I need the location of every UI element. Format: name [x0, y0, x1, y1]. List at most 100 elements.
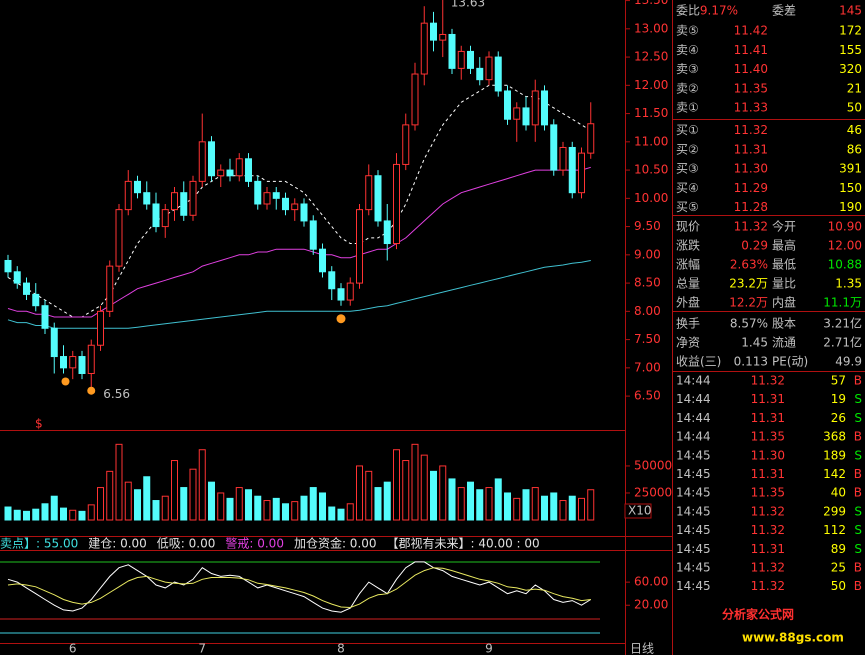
candle-body: [513, 107, 521, 120]
watermark-bg: [690, 602, 865, 648]
volume-bar: [587, 489, 595, 521]
level-label: 买③: [676, 162, 699, 176]
level-volume: 190: [839, 200, 862, 214]
stat-value: 1.45: [741, 336, 768, 350]
trade-volume: 368: [823, 430, 846, 444]
level-label: 卖①: [676, 101, 699, 115]
volume-bar: [504, 492, 511, 521]
trade-volume: 142: [823, 467, 846, 481]
y-tick-label: 13.50: [634, 0, 668, 7]
stat-value: 12.00: [828, 239, 862, 253]
candle-body: [300, 203, 308, 222]
stat-value: 8.57%: [730, 317, 768, 331]
volume-bar: [494, 478, 502, 521]
stat-label: 换手: [676, 317, 700, 331]
ma-line: [7, 561, 592, 613]
stat-label: 净资: [676, 336, 700, 350]
trade-time: 14:45: [676, 542, 711, 556]
candle-body: [152, 203, 160, 228]
trade-price: 11.32: [751, 523, 785, 537]
trade-time: 14:45: [676, 448, 711, 462]
level-volume: 320: [839, 62, 862, 76]
candle-body: [180, 192, 188, 216]
candle-body: [365, 175, 373, 211]
trade-volume: 57: [831, 374, 846, 388]
signal-dot: [87, 386, 96, 395]
volume-bar: [263, 500, 271, 521]
candle-body: [208, 141, 215, 177]
candle-body: [448, 33, 456, 69]
volume-bar: [430, 470, 437, 521]
volume-bar: [208, 481, 215, 521]
volume-bar: [134, 489, 141, 521]
volume-bar: [522, 489, 530, 521]
trade-price: 11.32: [751, 579, 785, 593]
candle-body: [383, 220, 391, 245]
low-label: 6.56: [103, 387, 130, 401]
candle-body: [4, 259, 12, 273]
candle-body: [559, 146, 567, 171]
level-label: 买①: [676, 123, 699, 137]
candle-body: [319, 248, 326, 273]
y-tick-label: 8.00: [634, 304, 661, 318]
trade-side: B: [854, 579, 862, 593]
candle-body: [23, 282, 30, 295]
volume-bar: [568, 495, 576, 521]
stat-label: 流通: [772, 336, 796, 350]
candle-body: [439, 33, 447, 41]
watermark-url: www.88gs.com: [742, 631, 844, 645]
y-tick-label: 9.00: [634, 247, 661, 261]
volume-bar: [106, 470, 114, 521]
trade-price: 11.31: [751, 411, 785, 425]
level-volume: 155: [839, 43, 862, 57]
y-tick-label: 7.00: [634, 360, 661, 374]
trade-price: 11.35: [751, 486, 785, 500]
trade-price: 11.31: [751, 392, 785, 406]
ma-line: [7, 260, 591, 329]
stat-label: 外盘: [676, 295, 700, 310]
candle-body: [171, 192, 178, 211]
trade-side: S: [854, 448, 862, 462]
trade-price: 11.30: [751, 448, 785, 462]
volume-bar: [485, 487, 493, 521]
x-tick-label: 7: [198, 642, 206, 655]
candle-body: [494, 56, 502, 92]
volume-bar: [374, 487, 382, 521]
y-tick-label: 11.00: [634, 134, 668, 148]
volume-bar: [87, 504, 95, 521]
y-tick-label: 11.50: [634, 106, 668, 120]
volume-bar: [60, 507, 67, 521]
volume-bar: [365, 470, 373, 521]
volume-bar: [4, 506, 12, 521]
level-label: 卖④: [676, 43, 699, 57]
level-price: 11.35: [734, 81, 768, 95]
x-tick-label: 9: [485, 642, 493, 655]
signal-dot: [336, 314, 346, 324]
volume-bar: [578, 497, 585, 521]
trade-price: 11.32: [751, 504, 785, 518]
candle-body: [189, 180, 197, 216]
candle-body: [411, 73, 419, 126]
candle-body: [226, 169, 234, 177]
stat-label: 总量: [676, 277, 700, 291]
level-label: 卖③: [676, 62, 699, 76]
volume-bar: [198, 449, 206, 521]
trade-volume: 26: [831, 411, 846, 425]
candle-body: [568, 146, 576, 194]
y-tick-label: 9.50: [634, 219, 661, 233]
candle-body: [346, 282, 354, 301]
level-volume: 86: [847, 142, 862, 156]
level-price: 11.33: [734, 101, 768, 115]
candle-body: [87, 344, 95, 374]
volume-bar: [402, 460, 410, 521]
trade-volume: 299: [823, 504, 846, 518]
stat-label: 最高: [772, 238, 796, 253]
stat-label: 股本: [772, 317, 796, 331]
y-tick-label: 7.50: [634, 332, 661, 346]
candle-body: [32, 293, 40, 307]
volume-bar: [282, 503, 289, 521]
volume-bar: [476, 489, 484, 521]
volume-bar: [550, 492, 558, 521]
volume-bar: [171, 460, 178, 521]
